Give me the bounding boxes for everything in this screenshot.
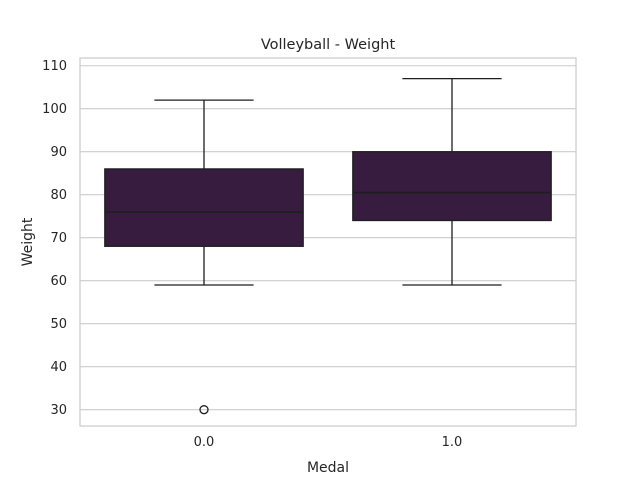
y-tick-label: 30 bbox=[50, 403, 67, 418]
iqr-box bbox=[104, 168, 304, 247]
y-axis-ticks: 30 40 50 60 70 80 90 100 110 bbox=[42, 59, 67, 418]
x-tick-label: 1.0 bbox=[442, 435, 463, 450]
y-tick-label: 60 bbox=[50, 274, 67, 289]
iqr-box bbox=[352, 151, 552, 222]
y-tick-label: 80 bbox=[50, 188, 67, 203]
outlier-point bbox=[199, 405, 209, 415]
y-tick-label: 40 bbox=[50, 360, 67, 375]
x-axis-ticks: 0.0 1.0 bbox=[194, 435, 463, 450]
chart-title: Volleyball - Weight bbox=[261, 37, 396, 53]
y-tick-label: 50 bbox=[50, 317, 67, 332]
y-tick-label: 70 bbox=[50, 231, 67, 246]
y-tick-label: 100 bbox=[42, 102, 67, 117]
box-plot-series bbox=[104, 77, 552, 415]
y-tick-label: 90 bbox=[50, 145, 67, 160]
y-tick-label: 110 bbox=[42, 59, 67, 74]
box-group bbox=[352, 77, 552, 286]
plot-frame bbox=[79, 57, 577, 427]
box-group bbox=[104, 99, 304, 415]
x-tick-label: 0.0 bbox=[194, 435, 215, 450]
x-axis-label: Medal bbox=[307, 460, 349, 476]
y-axis-label: Weight bbox=[20, 217, 36, 266]
